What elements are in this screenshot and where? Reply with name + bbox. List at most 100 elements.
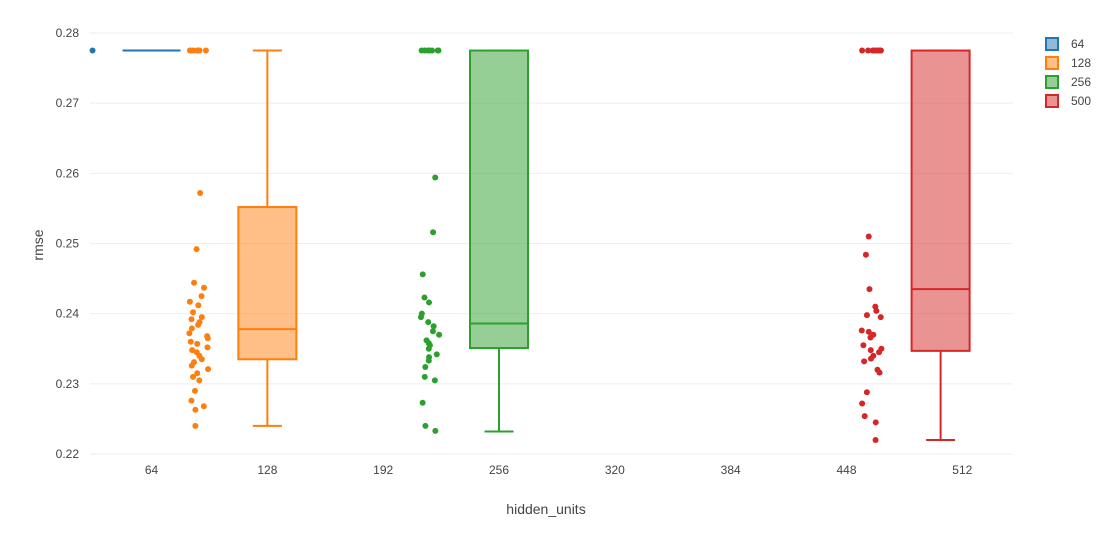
data-point bbox=[426, 299, 433, 306]
data-point bbox=[193, 246, 200, 253]
data-point bbox=[872, 419, 879, 426]
data-point bbox=[194, 340, 201, 347]
x-tick-label: 320 bbox=[605, 463, 625, 477]
data-point bbox=[190, 309, 197, 316]
data-point bbox=[876, 369, 883, 376]
data-point bbox=[187, 338, 194, 345]
y-axis-title: rmse bbox=[30, 229, 46, 260]
data-point bbox=[867, 347, 874, 354]
legend-label: 256 bbox=[1071, 75, 1091, 89]
x-tick-label: 128 bbox=[257, 463, 277, 477]
data-point bbox=[422, 363, 429, 370]
data-point bbox=[436, 331, 443, 338]
data-point bbox=[192, 422, 199, 429]
data-point bbox=[186, 298, 193, 305]
data-point bbox=[192, 406, 199, 413]
data-point bbox=[198, 314, 205, 321]
data-point bbox=[432, 427, 439, 434]
y-tick-label: 0.28 bbox=[56, 26, 80, 40]
data-point bbox=[204, 335, 211, 342]
gridlines bbox=[90, 32, 1013, 455]
series-256 bbox=[417, 47, 530, 434]
legend-label: 64 bbox=[1071, 37, 1085, 51]
legend: 64 128 256 500 bbox=[1045, 37, 1091, 108]
data-point bbox=[860, 342, 867, 349]
legend-swatch bbox=[1045, 94, 1059, 108]
data-point bbox=[859, 400, 866, 407]
data-point bbox=[430, 323, 437, 330]
x-tick-label: 64 bbox=[145, 463, 159, 477]
box-body bbox=[469, 49, 530, 350]
data-point bbox=[195, 321, 202, 328]
data-point bbox=[434, 47, 441, 54]
data-point bbox=[190, 373, 197, 380]
data-point bbox=[430, 229, 437, 236]
data-point bbox=[197, 189, 204, 196]
x-tick-label: 384 bbox=[721, 463, 741, 477]
data-point bbox=[872, 436, 879, 443]
data-point bbox=[419, 271, 426, 278]
data-point bbox=[862, 251, 869, 258]
data-point bbox=[425, 47, 432, 54]
data-point bbox=[188, 316, 195, 323]
data-point bbox=[202, 47, 209, 54]
data-point bbox=[866, 286, 873, 293]
data-point bbox=[865, 47, 872, 54]
data-point bbox=[194, 370, 201, 377]
y-tick-label: 0.27 bbox=[56, 96, 80, 110]
data-point bbox=[188, 397, 195, 404]
data-point bbox=[191, 387, 198, 394]
data-point bbox=[189, 347, 196, 354]
x-axis-title: hidden_units bbox=[506, 501, 585, 517]
series-layer bbox=[89, 47, 971, 443]
y-tick-label: 0.22 bbox=[56, 447, 80, 461]
data-point bbox=[421, 294, 428, 301]
y-tick-label: 0.23 bbox=[56, 377, 80, 391]
data-point bbox=[188, 325, 195, 332]
data-point bbox=[200, 403, 207, 410]
data-point bbox=[186, 330, 193, 337]
data-point bbox=[433, 351, 440, 358]
data-point bbox=[429, 328, 436, 335]
data-point bbox=[865, 328, 872, 335]
data-point bbox=[873, 307, 880, 314]
data-point bbox=[196, 377, 203, 384]
data-point bbox=[869, 47, 876, 54]
y-axis-ticks: 0.22 0.23 0.24 0.25 0.26 0.27 0.28 bbox=[56, 26, 80, 461]
data-point bbox=[195, 302, 202, 309]
legend-label: 128 bbox=[1071, 56, 1091, 70]
data-point bbox=[876, 349, 883, 356]
y-tick-label: 0.26 bbox=[56, 166, 80, 180]
data-point bbox=[865, 233, 872, 240]
data-point bbox=[191, 279, 198, 286]
series-64 bbox=[89, 47, 181, 54]
data-point bbox=[858, 327, 865, 334]
data-point bbox=[861, 358, 868, 365]
data-point bbox=[432, 174, 439, 181]
data-point bbox=[417, 314, 424, 321]
data-point bbox=[200, 284, 207, 291]
box-body bbox=[237, 206, 298, 361]
data-point bbox=[195, 47, 202, 54]
data-point bbox=[204, 344, 211, 351]
data-point bbox=[198, 356, 205, 363]
legend-swatch bbox=[1045, 75, 1059, 89]
data-point bbox=[861, 413, 868, 420]
data-point bbox=[421, 373, 428, 380]
data-point bbox=[186, 47, 193, 54]
x-axis-ticks: 64 128 192 256 320 384 448 512 bbox=[145, 463, 973, 477]
data-point bbox=[198, 293, 205, 300]
x-tick-label: 192 bbox=[373, 463, 393, 477]
legend-swatch bbox=[1045, 37, 1059, 51]
data-point bbox=[188, 362, 195, 369]
y-tick-label: 0.24 bbox=[56, 307, 80, 321]
data-point bbox=[425, 345, 432, 352]
series-128 bbox=[186, 47, 298, 429]
data-point bbox=[863, 389, 870, 396]
x-tick-label: 512 bbox=[952, 463, 972, 477]
data-point bbox=[205, 366, 212, 373]
x-tick-label: 448 bbox=[836, 463, 856, 477]
data-point bbox=[425, 357, 432, 364]
data-point bbox=[867, 355, 874, 362]
